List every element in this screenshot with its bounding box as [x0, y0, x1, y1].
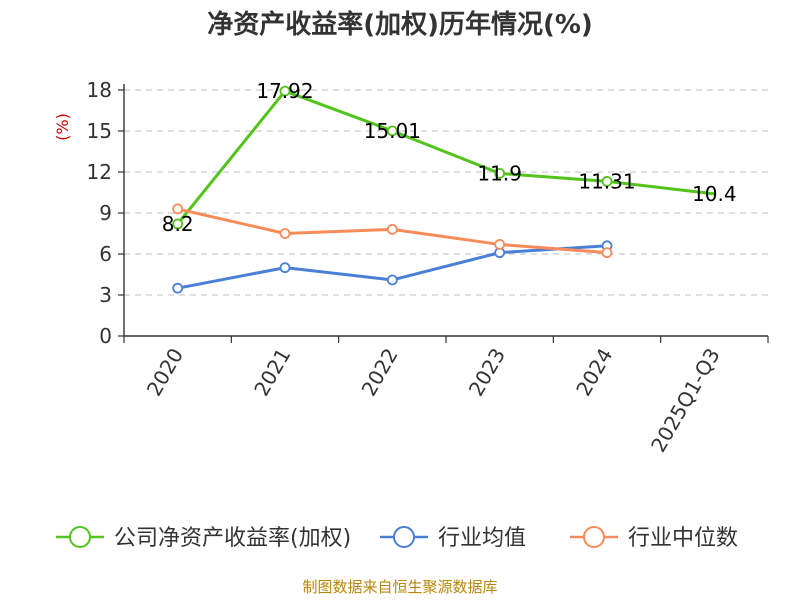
- y-tick-label: 18: [87, 78, 112, 102]
- y-tick-label: 9: [99, 201, 112, 225]
- data-point: [494, 239, 506, 250]
- data-point: [494, 167, 506, 179]
- data-point: [172, 203, 184, 215]
- series-line-0: [176, 89, 715, 225]
- x-tick-label: 2021: [249, 344, 295, 400]
- data-labels: 8.2 17.92 15.01 11.9 11.31 10.4: [162, 79, 737, 236]
- y-tick-labels: 0 3 6 9 12 15 18: [87, 78, 112, 348]
- data-point: [386, 274, 398, 286]
- legend-item: 公司净资产收益率(加权): [56, 526, 351, 551]
- legend: 公司净资产收益率(加权) 行业均值 行业中位数: [56, 526, 738, 551]
- data-point: [279, 262, 291, 274]
- axes: [118, 84, 769, 343]
- x-tick-label: 2024: [571, 344, 617, 400]
- source-note: 制图数据来自恒生聚源数据库: [302, 578, 497, 596]
- y-tick-label: 15: [87, 119, 112, 143]
- legend-item: 行业均值: [380, 526, 526, 551]
- legend-label: 行业中位数: [628, 526, 738, 551]
- data-point: [279, 228, 291, 239]
- data-label: 11.31: [578, 169, 635, 193]
- data-label: 8.2: [162, 212, 194, 236]
- gridlines: [124, 89, 768, 296]
- data-label: 11.9: [477, 161, 522, 185]
- data-label: 17.92: [256, 79, 313, 103]
- data-label: 10.4: [692, 182, 737, 206]
- data-point: [386, 125, 398, 137]
- data-label: 15.01: [364, 119, 421, 143]
- y-axis-label: (%): [53, 113, 72, 141]
- y-tick-label: 12: [87, 160, 112, 184]
- x-tick-label: 2022: [356, 344, 402, 400]
- data-point: [172, 282, 184, 294]
- data-point: [601, 176, 613, 187]
- legend-swatch-marker: [583, 526, 605, 548]
- legend-swatch-marker: [69, 526, 91, 548]
- x-tick-label: 2023: [464, 344, 510, 400]
- data-point: [601, 247, 613, 259]
- x-tick-label: 2025Q1-Q3: [646, 344, 725, 456]
- legend-label: 公司净资产收益率(加权): [114, 526, 351, 551]
- series-points: [172, 85, 613, 294]
- data-point: [172, 218, 184, 230]
- data-point: [386, 223, 398, 235]
- legend-label: 行业均值: [438, 526, 526, 551]
- x-tick-labels: 2020 2021 2022 2023 2024 2025Q1-Q3: [142, 344, 725, 456]
- data-point: [279, 85, 291, 97]
- legend-swatch-marker: [393, 526, 415, 548]
- legend-item: 行业中位数: [570, 526, 738, 551]
- y-tick-label: 6: [99, 242, 112, 266]
- y-tick-label: 3: [99, 283, 112, 307]
- y-tick-label: 0: [99, 324, 112, 348]
- x-tick-label: 2020: [142, 344, 188, 400]
- chart-title: 净资产收益率(加权)历年情况(%): [207, 9, 593, 40]
